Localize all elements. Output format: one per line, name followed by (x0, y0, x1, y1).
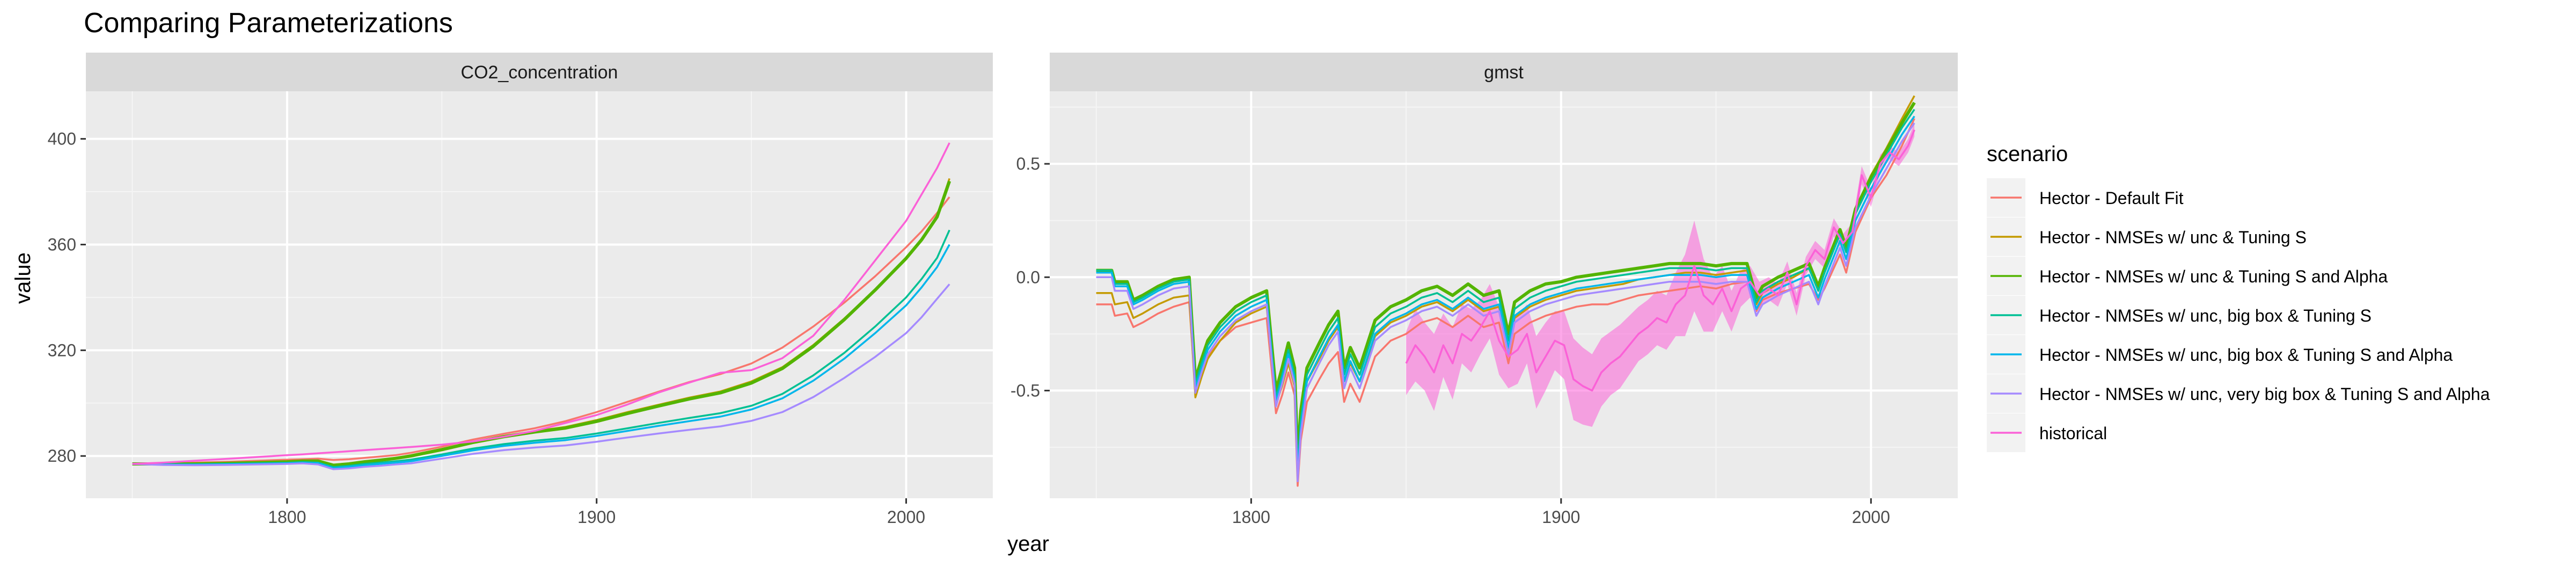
historical-uncertainty-band (1406, 123, 1915, 427)
legend-item: Hector - NMSEs w/ unc, very big box & Tu… (1987, 374, 2490, 413)
legend-label: Hector - NMSEs w/ unc & Tuning S (2039, 228, 2307, 247)
legend-label: Hector - Default Fit (2039, 188, 2184, 208)
series-line (1096, 108, 1915, 469)
legend-label: Hector - NMSEs w/ unc, big box & Tuning … (2039, 345, 2453, 365)
facet-strip (1050, 53, 1958, 91)
panel-background (1050, 91, 1958, 498)
x-tick-label: 2000 (887, 507, 925, 527)
panel-background (86, 91, 993, 498)
legend-label: historical (2039, 424, 2107, 443)
y-tick-label: 0.0 (1016, 267, 1040, 287)
legend-title: scenario (1987, 142, 2068, 166)
x-tick-label: 1800 (268, 507, 306, 527)
legend-label: Hector - NMSEs w/ unc, very big box & Tu… (2039, 384, 2490, 404)
panels: CO2_concentration 1800 1900 2000 280 320 360 40… (48, 53, 1958, 527)
chart-title: Comparing Parameterizations (84, 8, 453, 39)
legend-item: Hector - NMSEs w/ unc & Tuning S and Alp… (1987, 257, 2388, 295)
legend-item: historical (1987, 413, 2107, 452)
y-tick-label: 320 (48, 340, 76, 360)
legend-item: Hector - NMSEs w/ unc & Tuning S (1987, 217, 2307, 256)
panel-co2: CO2_concentration 1800 1900 2000 280 320 360 40… (48, 53, 993, 527)
panel-gmst: gmst 1800 1900 2000 -0.5 0.0 0.5 (1011, 53, 1958, 527)
y-tick-label: 280 (48, 446, 76, 466)
x-tick-label: 1900 (577, 507, 616, 527)
series-line (132, 142, 950, 465)
series-line (1096, 101, 1916, 461)
x-axis-label: year (1007, 532, 1049, 556)
y-tick-label: 400 (48, 129, 76, 149)
facet-strip (86, 53, 993, 91)
legend-item: Hector - Default Fit (1987, 178, 2184, 217)
legend: scenario Hector - Default Fit Hector - NMS… (1987, 142, 2490, 452)
y-tick-label: 0.5 (1016, 154, 1040, 173)
x-tick-label: 2000 (1852, 507, 1890, 527)
legend-item: Hector - NMSEs w/ unc, big box & Tuning … (1987, 296, 2372, 335)
x-tick-label: 1800 (1232, 507, 1270, 527)
series-line (132, 284, 950, 470)
facet-label: CO2_concentration (461, 62, 618, 83)
x-tick-label: 1900 (1542, 507, 1580, 527)
y-tick-label: -0.5 (1011, 381, 1040, 400)
facet-label: gmst (1484, 62, 1524, 83)
legend-label: Hector - NMSEs w/ unc, big box & Tuning … (2039, 306, 2372, 325)
legend-label: Hector - NMSEs w/ unc & Tuning S and Alp… (2039, 267, 2388, 286)
series-line (1096, 122, 1915, 483)
series-line-historical (1405, 129, 1915, 392)
y-axis-label: value (11, 252, 35, 304)
legend-item: Hector - NMSEs w/ unc, big box & Tuning … (1987, 335, 2453, 374)
series-line (1096, 95, 1915, 471)
y-tick-label: 360 (48, 235, 76, 254)
